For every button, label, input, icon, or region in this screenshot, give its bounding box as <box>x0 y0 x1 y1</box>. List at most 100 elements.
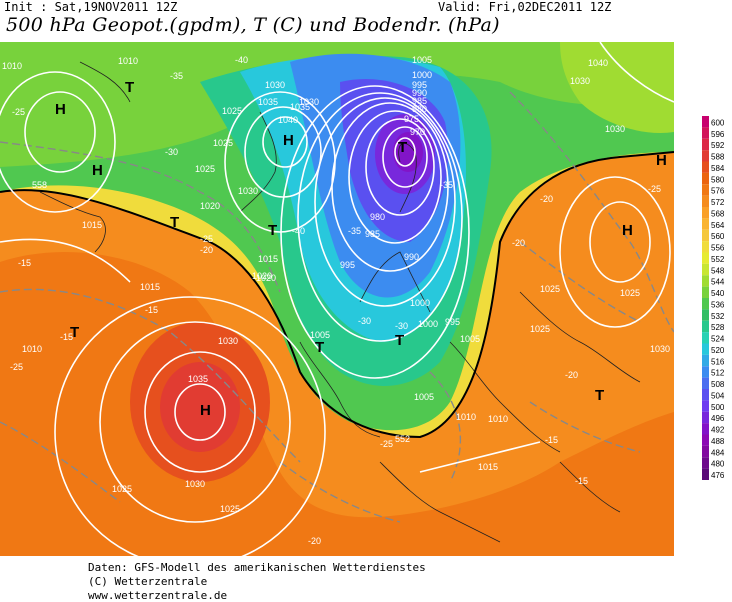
isobar-label: 980 <box>412 104 427 114</box>
legend-label: 560 <box>711 232 725 241</box>
legend-swatch <box>702 263 709 276</box>
isobar-label: 1015 <box>478 462 498 472</box>
legend-label: 500 <box>711 403 725 412</box>
temperature-label: -20 <box>540 194 553 204</box>
temperature-label: -15 <box>18 258 31 268</box>
legend-label: 596 <box>711 130 725 139</box>
legend-label: 476 <box>711 471 725 480</box>
isobar-label: 1030 <box>299 97 319 107</box>
isobar-label: 1010 <box>456 412 476 422</box>
legend-label: 516 <box>711 357 725 366</box>
temperature-labels: -35-25-30-25-20-40-40 -35-30-25-30-35-20-… <box>10 55 661 546</box>
legend-label: 568 <box>711 209 725 218</box>
legend-label: 600 <box>711 118 725 127</box>
legend-swatch <box>702 389 709 401</box>
temperature-label: -25 <box>380 439 393 449</box>
legend-label: 488 <box>711 437 725 446</box>
legend-label: 580 <box>711 175 725 184</box>
legend-swatch <box>702 309 709 321</box>
legend-swatch <box>702 286 709 298</box>
temperature-label: -35 <box>170 71 183 81</box>
temperature-label: -25 <box>200 234 213 244</box>
isobar-label: 985 <box>365 229 380 239</box>
isobar-label: 1025 <box>112 484 132 494</box>
pressure-center-marker: H <box>622 222 633 239</box>
legend-label: 484 <box>711 448 725 457</box>
pressure-center-marker: H <box>283 132 294 149</box>
pressure-center-marker: T <box>268 222 277 239</box>
isobar-label: 980 <box>370 212 385 222</box>
isobar-label: 995 <box>340 260 355 270</box>
isobar-label: 1010 <box>22 344 42 354</box>
legend-swatch <box>702 434 709 446</box>
legend-swatch <box>702 457 709 469</box>
legend-swatch <box>702 150 709 162</box>
footer-copyright: (C) Wetterzentrale <box>88 575 208 588</box>
isobar-label: 1025 <box>195 164 215 174</box>
legend-swatch <box>702 218 709 230</box>
legend-label: 540 <box>711 289 725 298</box>
pressure-center-marker: H <box>656 152 667 169</box>
field-purple-core <box>393 132 423 172</box>
legend-swatch <box>702 241 709 253</box>
legend-swatch <box>702 252 709 264</box>
legend-label: 548 <box>711 266 725 275</box>
legend-label: 480 <box>711 460 725 469</box>
isobar-label: 1030 <box>238 186 258 196</box>
isobar-label: 1025 <box>540 284 560 294</box>
legend-label: 584 <box>711 164 725 173</box>
isobar-label: 1025 <box>220 504 240 514</box>
pressure-center-marker: T <box>395 332 404 349</box>
isobar-label: 1030 <box>218 336 238 346</box>
isobar-label: 1020 <box>252 271 272 281</box>
isobar-label: 1010 <box>118 56 138 66</box>
isobar-label: 995 <box>412 80 427 90</box>
isobar-label: 1025 <box>530 324 550 334</box>
isobar-label: 990 <box>412 88 427 98</box>
isobar-label: 1040 <box>278 115 298 125</box>
isobar-label: 1025 <box>213 138 233 148</box>
isobar-label: 1015 <box>258 254 278 264</box>
isobar-label: 1010 <box>488 414 508 424</box>
height-contour-558 <box>0 151 674 439</box>
legend-swatch <box>702 275 709 287</box>
pressure-center-marker: T <box>595 387 604 404</box>
legend-label: 576 <box>711 187 725 196</box>
legend-swatch <box>702 366 709 378</box>
legend-swatch <box>702 298 709 310</box>
temperature-label: -15 <box>545 435 558 445</box>
height-label: 552 <box>395 434 410 444</box>
weather-map: 1010 101010251035103010401005100099599098… <box>0 42 674 556</box>
pressure-centers: H H T H T T T T T T H H H T <box>55 79 667 419</box>
legend-label: 508 <box>711 380 725 389</box>
pressure-center-marker: T <box>398 139 407 156</box>
temperature-label: -30 <box>165 147 178 157</box>
isobar-label: 970 <box>410 127 425 137</box>
map-title: 500 hPa Geopot.(gpdm), T (C) und Bodendr… <box>6 14 500 36</box>
height-label: 558 <box>32 180 47 190</box>
legend-label: 528 <box>711 323 725 332</box>
legend-label: 496 <box>711 414 725 423</box>
legend-label: 572 <box>711 198 725 207</box>
temperature-label: -15 <box>575 476 588 486</box>
isobar-label: 1025 <box>620 288 640 298</box>
legend-label: 536 <box>711 300 725 309</box>
temperature-label: -25 <box>12 107 25 117</box>
legend-swatch <box>702 207 709 219</box>
legend-swatch <box>702 423 709 435</box>
isobar-label: 1030 <box>570 76 590 86</box>
legend-swatch <box>702 127 709 139</box>
temperature-label: -35 <box>440 180 453 190</box>
legend-swatch <box>702 138 709 151</box>
legend-swatch <box>702 161 709 173</box>
isobar-label: 995 <box>445 317 460 327</box>
legend-swatch <box>702 195 709 207</box>
isobar-label: 1000 <box>412 70 432 80</box>
valid-time-text: Valid: Fri,02DEC2011 12Z <box>438 0 612 14</box>
legend-swatch <box>702 343 709 355</box>
legend-label: 512 <box>711 369 725 378</box>
field-orange-east <box>520 196 674 402</box>
legend-label: 552 <box>711 255 725 264</box>
isobar-label: 990 <box>404 252 419 262</box>
isobar-label: 1020 <box>200 201 220 211</box>
